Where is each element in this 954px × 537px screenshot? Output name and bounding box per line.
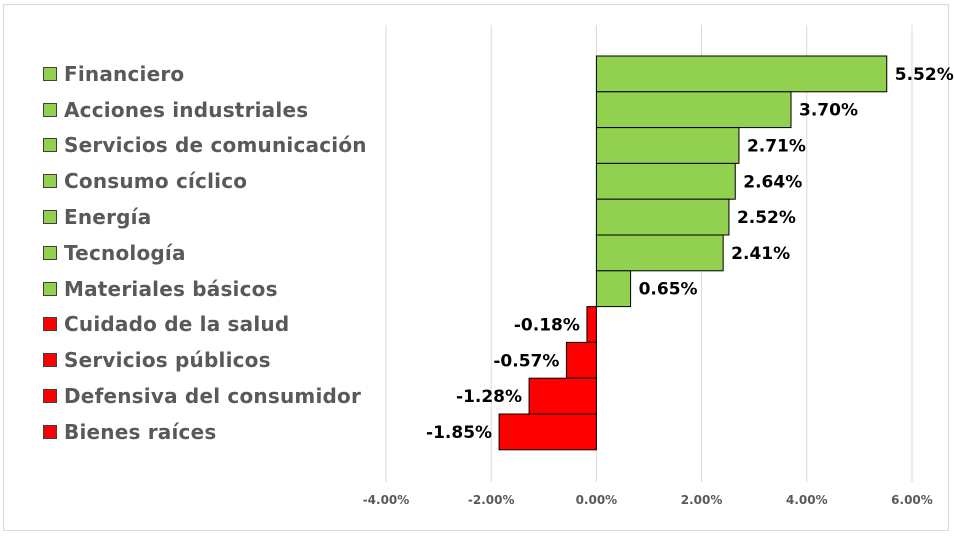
- legend-label: Consumo cíclico: [64, 169, 248, 194]
- data-label: 2.52%: [737, 208, 796, 228]
- data-label: 2.64%: [743, 172, 802, 192]
- data-label: -1.28%: [456, 387, 522, 407]
- legend-label: Servicios de comunicación: [64, 133, 367, 158]
- data-label: -0.57%: [493, 351, 559, 371]
- legend-swatch: [43, 281, 57, 296]
- legend-item: Cuidado de la salud: [43, 307, 367, 343]
- x-tick-label: 6.00%: [891, 493, 933, 507]
- bar: [528, 377, 597, 415]
- data-label: 5.52%: [895, 65, 954, 85]
- bar: [595, 55, 888, 93]
- legend-item: Financiero: [43, 56, 367, 92]
- legend-item: Defensiva del consumidor: [43, 378, 367, 414]
- legend-item: Bienes raíces: [43, 414, 367, 450]
- legend-swatch: [43, 102, 57, 117]
- bar: [595, 270, 632, 308]
- legend-label: Defensiva del consumidor: [64, 384, 362, 409]
- legend-item: Materiales básicos: [43, 271, 367, 307]
- bar: [595, 127, 740, 164]
- bar: [595, 234, 724, 272]
- x-tick-label: 2.00%: [681, 493, 723, 507]
- data-label: 3.70%: [799, 101, 858, 121]
- bar: [565, 341, 597, 379]
- x-tick-label: 0.00%: [576, 493, 618, 507]
- legend-item: Energía: [43, 199, 367, 235]
- legend-label: Bienes raíces: [64, 419, 217, 444]
- data-label: -1.85%: [426, 423, 492, 443]
- legend-swatch: [43, 389, 57, 404]
- legend-label: Cuidado de la salud: [64, 312, 290, 337]
- legend-item: Acciones industriales: [43, 92, 367, 128]
- legend-label: Materiales básicos: [64, 276, 278, 301]
- legend-swatch: [43, 424, 57, 439]
- legend-swatch: [43, 245, 57, 260]
- legend-label: Energía: [64, 205, 152, 230]
- legend-item: Servicios públicos: [43, 342, 367, 378]
- legend-swatch: [43, 317, 57, 332]
- bar: [586, 306, 597, 343]
- legend-item: Consumo cíclico: [43, 163, 367, 199]
- legend-swatch: [43, 210, 57, 225]
- bar: [595, 198, 730, 236]
- legend-item: Tecnología: [43, 235, 367, 271]
- legend-swatch: [43, 174, 57, 189]
- legend-label: Acciones industriales: [64, 97, 309, 122]
- data-label: 2.71%: [747, 137, 806, 157]
- legend-label: Tecnología: [64, 240, 186, 265]
- x-tick-label: -2.00%: [468, 493, 515, 507]
- x-tick-label: -4.00%: [363, 493, 410, 507]
- bar: [595, 162, 736, 200]
- x-tick-label: 4.00%: [786, 493, 828, 507]
- legend-swatch: [43, 66, 57, 81]
- bar: [595, 91, 792, 129]
- chart-legend: Financiero Acciones industriales Servicios…: [43, 56, 367, 450]
- legend-swatch: [43, 353, 57, 368]
- legend-item: Servicios de comunicación: [43, 128, 367, 164]
- bar: [498, 413, 597, 451]
- legend-label: Servicios públicos: [64, 348, 271, 373]
- data-label: 0.65%: [639, 280, 698, 300]
- legend-label: Financiero: [64, 61, 185, 86]
- legend-swatch: [43, 138, 57, 153]
- data-label: 2.41%: [731, 244, 790, 264]
- data-label: -0.18%: [514, 316, 580, 336]
